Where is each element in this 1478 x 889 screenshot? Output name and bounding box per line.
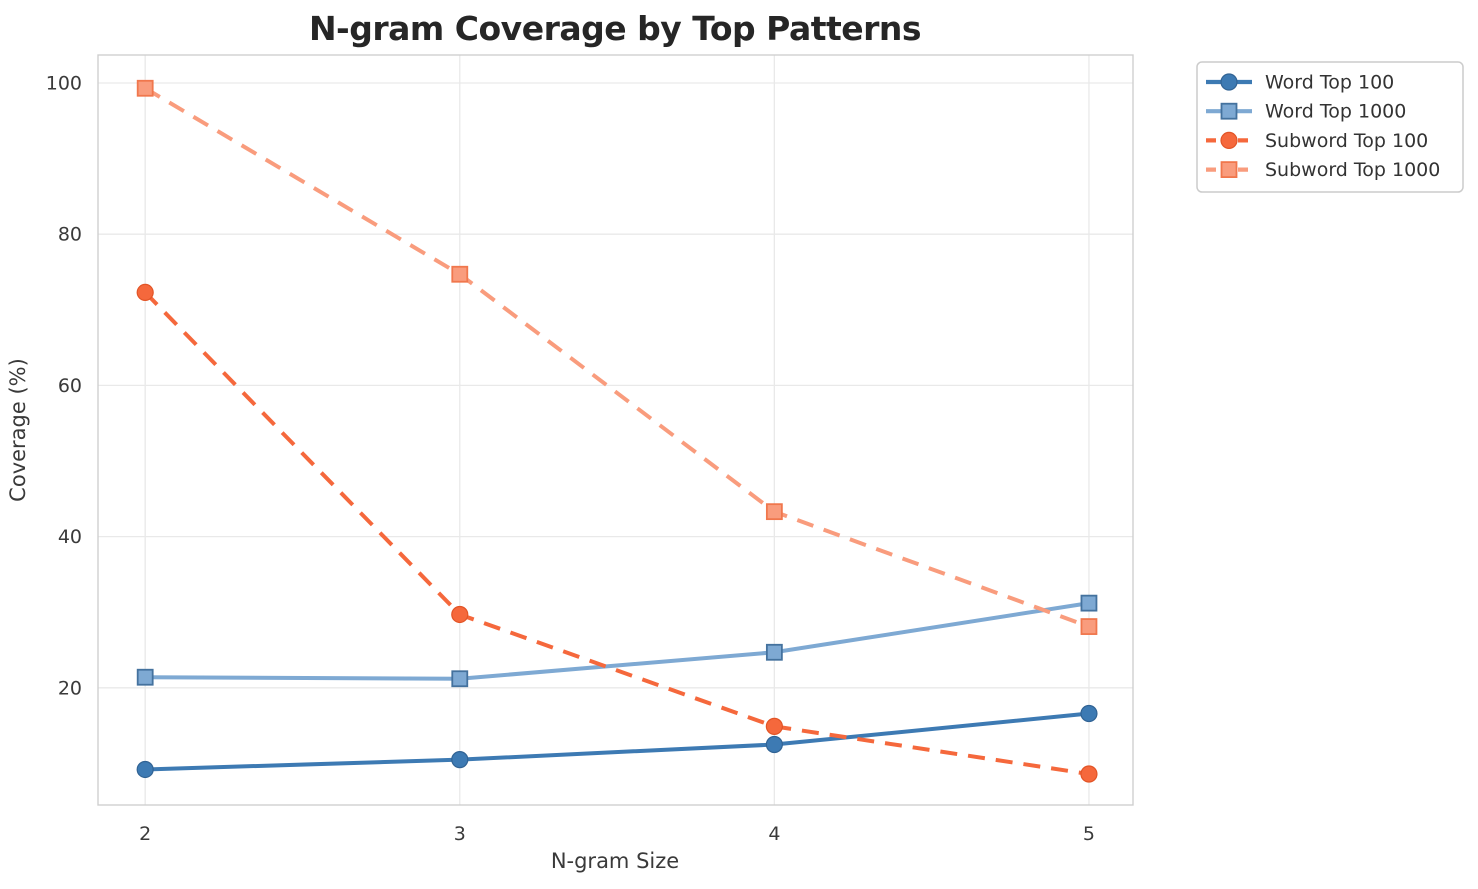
- chart-title: N-gram Coverage by Top Patterns: [309, 9, 921, 48]
- data-point-marker-subword-top-1000: [136, 79, 154, 97]
- plot-border: [97, 54, 1134, 806]
- legend-marker-subword-top-1000: [1220, 161, 1238, 179]
- series-line-subword-top-1000: [144, 86, 1090, 629]
- data-point-marker-subword-top-100: [765, 717, 783, 735]
- series-word-top-1000: [136, 594, 1098, 688]
- legend-marker-word-top-1000: [1220, 102, 1238, 120]
- legend-label: Word Top 100: [1265, 72, 1394, 94]
- data-point-marker-word-top-100: [451, 751, 469, 769]
- data-point-marker-word-top-1000: [765, 643, 783, 661]
- x-tick-label: 5: [1083, 823, 1095, 845]
- x-tick-label: 3: [454, 823, 466, 845]
- data-point-marker-subword-top-1000: [1080, 618, 1098, 635]
- data-point-marker-word-top-100: [765, 735, 783, 754]
- x-tick-label: 2: [139, 823, 151, 845]
- legend-item-subword-top-1000: Subword Top 1000: [1206, 159, 1440, 181]
- data-point-marker-subword-top-1000: [765, 503, 783, 521]
- series-word-top-100: [136, 704, 1098, 779]
- data-point-marker-word-top-1000: [451, 670, 469, 688]
- legend-marker-word-top-100: [1220, 73, 1238, 91]
- series-subword-top-1000: [136, 79, 1098, 635]
- legend-label: Subword Top 1000: [1265, 159, 1440, 181]
- y-tick-label: 20: [58, 677, 82, 699]
- x-tick-label: 4: [768, 823, 780, 845]
- data-point-marker-subword-top-100: [1080, 765, 1098, 783]
- x-axis-label: N-gram Size: [551, 849, 679, 873]
- data-point-marker-word-top-1000: [1080, 594, 1098, 612]
- series-layer: [136, 79, 1098, 783]
- legend-label: Word Top 1000: [1265, 101, 1406, 123]
- legend-item-word-top-1000: Word Top 1000: [1206, 101, 1406, 123]
- data-point-marker-subword-top-1000: [451, 265, 469, 283]
- data-point-marker-word-top-1000: [136, 668, 154, 686]
- data-point-marker-subword-top-100: [451, 605, 469, 624]
- series-line-subword-top-100: [143, 291, 1090, 776]
- series-line-word-top-1000: [145, 601, 1090, 681]
- legend-item-word-top-100: Word Top 100: [1206, 72, 1394, 94]
- y-tick-label: 100: [46, 72, 82, 94]
- y-tick-label: 60: [58, 375, 82, 397]
- legend-item-subword-top-100: Subword Top 100: [1206, 130, 1428, 152]
- data-point-marker-word-top-100: [136, 760, 154, 779]
- legend-marker-subword-top-100: [1220, 131, 1238, 149]
- series-line-word-top-100: [145, 711, 1090, 772]
- data-point-marker-subword-top-100: [136, 283, 154, 301]
- data-point-marker-word-top-100: [1080, 704, 1098, 723]
- legend-box: [1196, 61, 1464, 193]
- legend-label: Subword Top 100: [1265, 130, 1428, 152]
- series-subword-top-100: [136, 283, 1098, 783]
- y-tick-label: 40: [58, 526, 82, 548]
- tick-labels: 2 3 4 5 20 40 60 80 100: [46, 72, 1095, 845]
- legend: Word Top 100 Word Top 1000 Subword Top 100…: [1196, 61, 1464, 193]
- y-axis-label: Coverage (%): [6, 358, 30, 502]
- y-tick-label: 80: [58, 224, 82, 246]
- gridlines: [98, 55, 1133, 805]
